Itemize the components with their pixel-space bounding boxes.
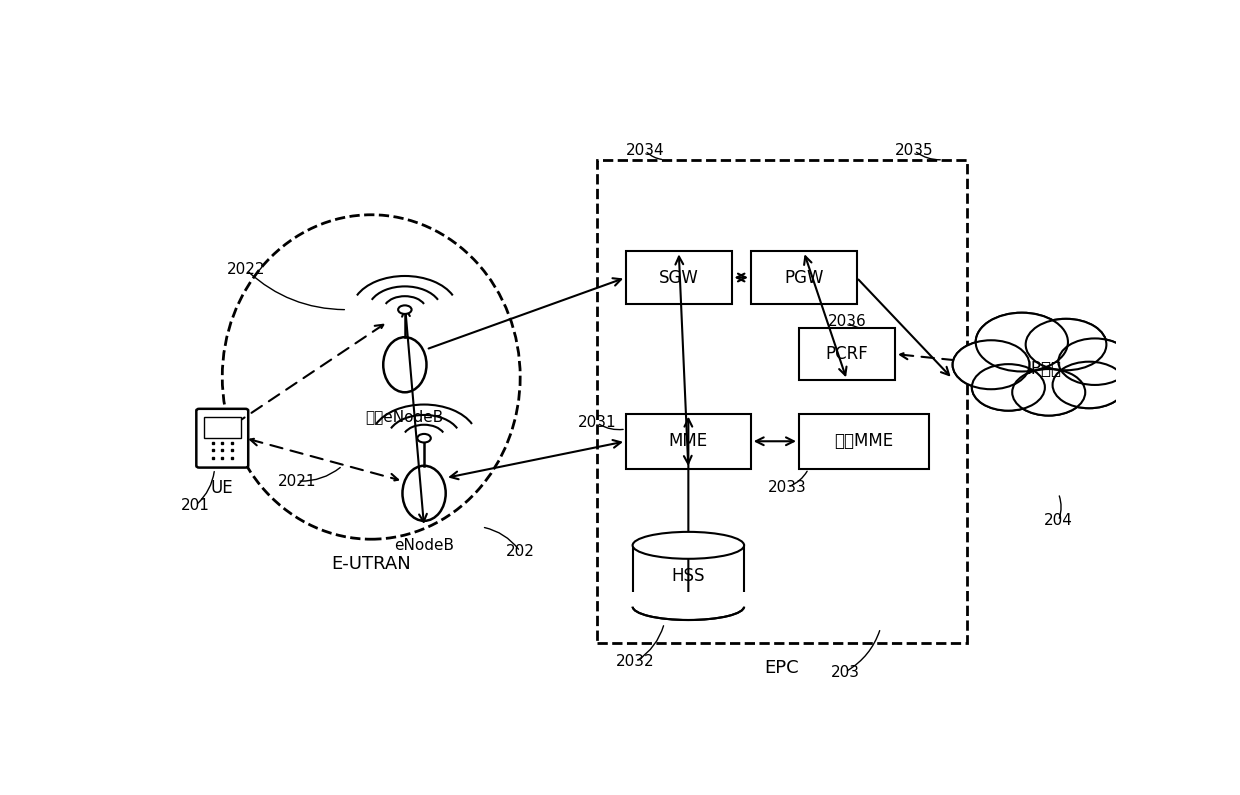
Text: 2034: 2034 (626, 143, 665, 158)
Circle shape (1053, 363, 1125, 408)
Text: 2032: 2032 (616, 654, 655, 669)
Ellipse shape (632, 532, 744, 559)
Ellipse shape (383, 337, 427, 392)
Circle shape (996, 334, 1092, 395)
FancyBboxPatch shape (751, 251, 857, 304)
Text: 2033: 2033 (768, 479, 807, 494)
Text: eNodeB: eNodeB (394, 538, 454, 553)
Circle shape (977, 313, 1068, 371)
Circle shape (976, 312, 1068, 371)
Circle shape (972, 365, 1044, 410)
Text: 202: 202 (506, 544, 534, 559)
Circle shape (1053, 362, 1126, 408)
Text: 201: 201 (181, 498, 210, 513)
Circle shape (1012, 369, 1085, 416)
FancyBboxPatch shape (196, 409, 248, 467)
Text: EPC: EPC (765, 658, 800, 677)
Text: HSS: HSS (672, 567, 706, 585)
Text: PCRF: PCRF (826, 345, 868, 363)
Text: 204: 204 (1044, 514, 1073, 529)
Text: E-UTRAN: E-UTRAN (331, 555, 412, 572)
Text: 2031: 2031 (578, 416, 616, 430)
Circle shape (952, 340, 1029, 390)
Text: 2021: 2021 (278, 474, 316, 489)
Text: 203: 203 (831, 665, 859, 680)
Ellipse shape (403, 466, 445, 521)
Text: UE: UE (211, 479, 233, 497)
Circle shape (1013, 370, 1085, 415)
Circle shape (418, 434, 430, 443)
Text: 其它MME: 其它MME (835, 432, 893, 450)
Text: 2022: 2022 (227, 262, 265, 277)
Ellipse shape (632, 593, 744, 620)
Text: 其它eNodeB: 其它eNodeB (366, 409, 444, 425)
FancyBboxPatch shape (799, 328, 895, 380)
Bar (205, 417, 241, 438)
FancyBboxPatch shape (626, 413, 751, 469)
FancyBboxPatch shape (799, 413, 929, 469)
Circle shape (954, 341, 1029, 389)
Text: 2036: 2036 (827, 314, 867, 329)
Circle shape (1059, 339, 1131, 385)
FancyBboxPatch shape (626, 251, 732, 304)
Text: IP业务: IP业务 (1027, 360, 1061, 378)
Text: MME: MME (668, 432, 708, 450)
Text: 2035: 2035 (895, 143, 934, 158)
Circle shape (1025, 319, 1106, 370)
Text: PGW: PGW (784, 269, 823, 286)
Circle shape (1059, 339, 1131, 385)
Circle shape (398, 305, 412, 314)
Bar (631, 591, 746, 607)
Text: SGW: SGW (658, 269, 698, 286)
Circle shape (1027, 320, 1106, 370)
Bar (632, 545, 744, 607)
Circle shape (972, 364, 1045, 411)
